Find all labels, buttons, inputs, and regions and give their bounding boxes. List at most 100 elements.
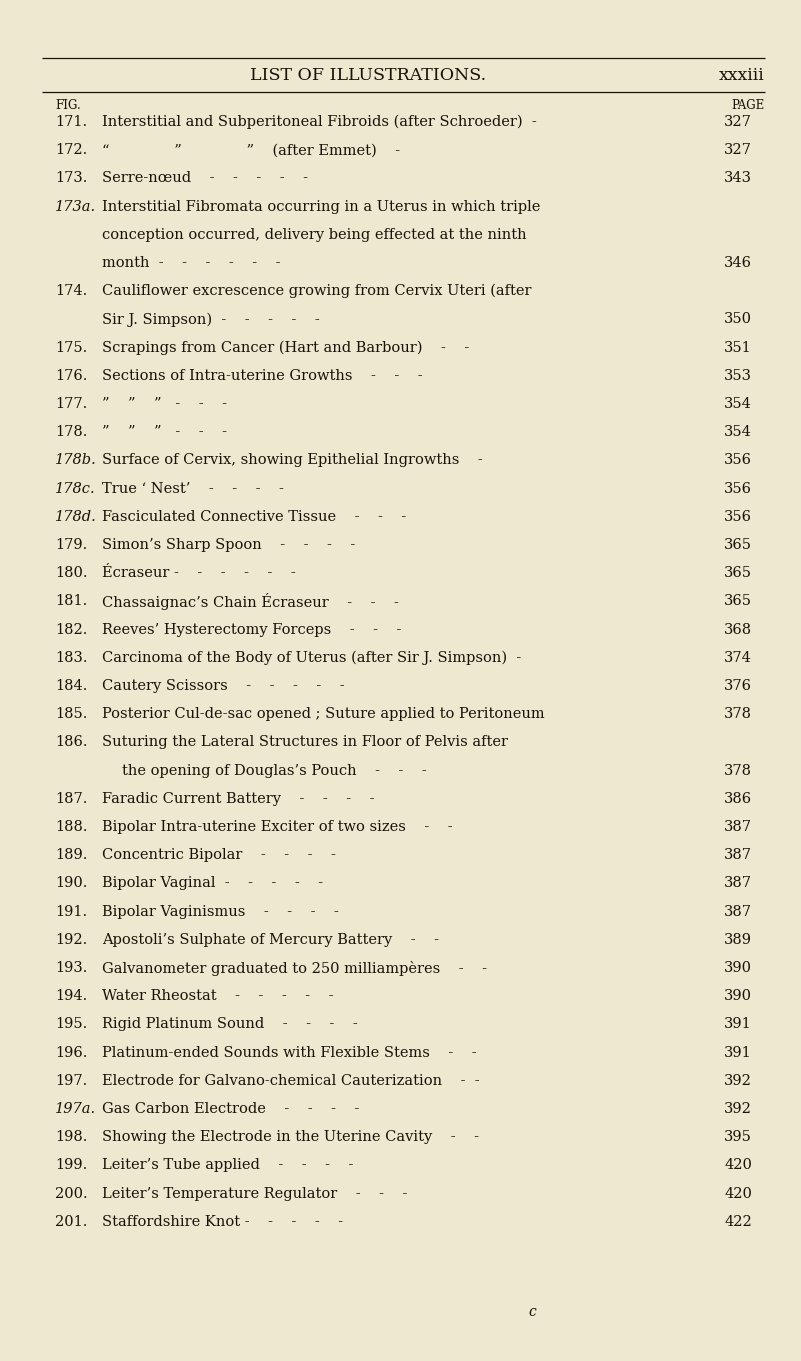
Text: Apostoli’s Sulphate of Mercury Battery    -    -: Apostoli’s Sulphate of Mercury Battery -… (102, 932, 439, 947)
Text: 188.: 188. (55, 819, 87, 834)
Text: Cautery Scissors    -    -    -    -    -: Cautery Scissors - - - - - (102, 679, 344, 693)
Text: 386: 386 (724, 792, 752, 806)
Text: 378: 378 (724, 708, 752, 721)
Text: Water Rheostat    -    -    -    -    -: Water Rheostat - - - - - (102, 989, 333, 1003)
Text: 422: 422 (724, 1215, 752, 1229)
Text: Gas Carbon Electrode    -    -    -    -: Gas Carbon Electrode - - - - (102, 1102, 360, 1116)
Text: 186.: 186. (55, 735, 87, 750)
Text: 356: 356 (724, 453, 752, 467)
Text: 179.: 179. (55, 538, 87, 553)
Text: 387: 387 (724, 819, 752, 834)
Text: 174.: 174. (55, 284, 87, 298)
Text: 392: 392 (724, 1074, 752, 1087)
Text: True ‘ Nest’    -    -    -    -: True ‘ Nest’ - - - - (102, 482, 284, 495)
Text: 387: 387 (724, 848, 752, 863)
Text: 420: 420 (724, 1187, 752, 1200)
Text: 184.: 184. (55, 679, 87, 693)
Text: Staffordshire Knot -    -    -    -    -: Staffordshire Knot - - - - - (102, 1215, 343, 1229)
Text: 327: 327 (724, 143, 752, 158)
Text: the opening of Douglas’s Pouch    -    -    -: the opening of Douglas’s Pouch - - - (122, 764, 427, 777)
Text: Leiter’s Tube applied    -    -    -    -: Leiter’s Tube applied - - - - (102, 1158, 353, 1172)
Text: 327: 327 (724, 114, 752, 129)
Text: Bipolar Vaginal  -    -    -    -    -: Bipolar Vaginal - - - - - (102, 876, 323, 890)
Text: Electrode for Galvano-chemical Cauterization    -  -: Electrode for Galvano-chemical Cauteriza… (102, 1074, 480, 1087)
Text: “              ”              ”    (after Emmet)    -: “ ” ” (after Emmet) - (102, 143, 400, 158)
Text: 387: 387 (724, 905, 752, 919)
Text: 178.: 178. (55, 425, 87, 440)
Text: 194.: 194. (55, 989, 87, 1003)
Text: 365: 365 (724, 538, 752, 553)
Text: 200.: 200. (55, 1187, 87, 1200)
Text: Interstitial and Subperitoneal Fibroids (after Schroeder)  -: Interstitial and Subperitoneal Fibroids … (102, 114, 537, 129)
Text: Carcinoma of the Body of Uterus (after Sir J. Simpson)  -: Carcinoma of the Body of Uterus (after S… (102, 651, 521, 666)
Text: 182.: 182. (55, 622, 87, 637)
Text: ”    ”    ”   -    -    -: ” ” ” - - - (102, 425, 227, 440)
Text: 192.: 192. (55, 932, 87, 947)
Text: 173a.: 173a. (55, 200, 96, 214)
Text: 178c.: 178c. (55, 482, 95, 495)
Text: c: c (529, 1305, 537, 1319)
Text: 374: 374 (724, 651, 752, 664)
Text: 368: 368 (724, 622, 752, 637)
Text: 365: 365 (724, 566, 752, 580)
Text: 197a.: 197a. (55, 1102, 96, 1116)
Text: 395: 395 (724, 1130, 752, 1145)
Text: 201.: 201. (55, 1215, 87, 1229)
Text: 389: 389 (724, 932, 752, 947)
Text: 198.: 198. (55, 1130, 87, 1145)
Text: Faradic Current Battery    -    -    -    -: Faradic Current Battery - - - - (102, 792, 375, 806)
Text: 391: 391 (724, 1045, 752, 1060)
Text: Bipolar Intra-uterine Exciter of two sizes    -    -: Bipolar Intra-uterine Exciter of two siz… (102, 819, 453, 834)
Text: 346: 346 (724, 256, 752, 269)
Text: 356: 356 (724, 482, 752, 495)
Text: Surface of Cervix, showing Epithelial Ingrowths    -: Surface of Cervix, showing Epithelial In… (102, 453, 483, 467)
Text: 176.: 176. (55, 369, 87, 382)
Text: Fasciculated Connective Tissue    -    -    -: Fasciculated Connective Tissue - - - (102, 510, 406, 524)
Text: 390: 390 (724, 989, 752, 1003)
Text: 351: 351 (724, 340, 752, 355)
Text: FIG.: FIG. (55, 98, 81, 112)
Text: 191.: 191. (55, 905, 87, 919)
Text: 196.: 196. (55, 1045, 87, 1060)
Text: 353: 353 (724, 369, 752, 382)
Text: 391: 391 (724, 1018, 752, 1032)
Text: 354: 354 (724, 397, 752, 411)
Text: 197.: 197. (55, 1074, 87, 1087)
Text: 343: 343 (724, 171, 752, 185)
Text: 365: 365 (724, 595, 752, 608)
Text: Galvanometer graduated to 250 milliampères    -    -: Galvanometer graduated to 250 milliampèr… (102, 961, 487, 976)
Text: 172.: 172. (55, 143, 87, 158)
Text: 195.: 195. (55, 1018, 87, 1032)
Text: month  -    -    -    -    -    -: month - - - - - - (102, 256, 280, 269)
Text: Sections of Intra-uterine Growths    -    -    -: Sections of Intra-uterine Growths - - - (102, 369, 423, 382)
Text: 183.: 183. (55, 651, 87, 664)
Text: Reeves’ Hysterectomy Forceps    -    -    -: Reeves’ Hysterectomy Forceps - - - (102, 622, 401, 637)
Text: 187.: 187. (55, 792, 87, 806)
Text: Scrapings from Cancer (Hart and Barbour)    -    -: Scrapings from Cancer (Hart and Barbour)… (102, 340, 469, 355)
Text: Interstitial Fibromata occurring in a Uterus in which triple: Interstitial Fibromata occurring in a Ut… (102, 200, 541, 214)
Text: Écraseur -    -    -    -    -    -: Écraseur - - - - - - (102, 566, 296, 580)
Text: xxxiii: xxxiii (719, 67, 765, 83)
Text: 181.: 181. (55, 595, 87, 608)
Text: 189.: 189. (55, 848, 87, 863)
Text: 178d.: 178d. (55, 510, 97, 524)
Text: Showing the Electrode in the Uterine Cavity    -    -: Showing the Electrode in the Uterine Cav… (102, 1130, 479, 1145)
Text: 376: 376 (724, 679, 752, 693)
Text: 199.: 199. (55, 1158, 87, 1172)
Text: 178b.: 178b. (55, 453, 97, 467)
Text: Simon’s Sharp Spoon    -    -    -    -: Simon’s Sharp Spoon - - - - (102, 538, 356, 553)
Text: 177.: 177. (55, 397, 87, 411)
Text: 378: 378 (724, 764, 752, 777)
Text: Suturing the Lateral Structures in Floor of Pelvis after: Suturing the Lateral Structures in Floor… (102, 735, 508, 750)
Text: 392: 392 (724, 1102, 752, 1116)
Text: 190.: 190. (55, 876, 87, 890)
Text: 171.: 171. (55, 114, 87, 129)
Text: Serre-nœud    -    -    -    -    -: Serre-nœud - - - - - (102, 171, 308, 185)
Text: Chassaignac’s Chain Écraseur    -    -    -: Chassaignac’s Chain Écraseur - - - (102, 593, 399, 610)
Text: Sir J. Simpson)  -    -    -    -    -: Sir J. Simpson) - - - - - (102, 312, 320, 327)
Text: LIST OF ILLUSTRATIONS.: LIST OF ILLUSTRATIONS. (251, 67, 486, 83)
Text: 180.: 180. (55, 566, 87, 580)
Text: PAGE: PAGE (732, 98, 765, 112)
Text: 420: 420 (724, 1158, 752, 1172)
Text: 185.: 185. (55, 708, 87, 721)
